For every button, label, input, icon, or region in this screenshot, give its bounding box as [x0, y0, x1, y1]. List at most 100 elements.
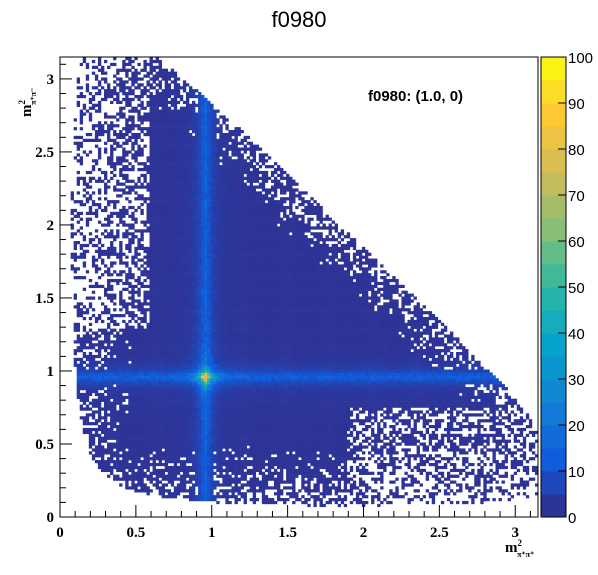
heatmap-cell [134, 392, 138, 397]
heatmap-cell [161, 422, 165, 426]
heatmap-cell [161, 235, 165, 239]
heatmap-cell [94, 208, 99, 213]
heatmap-cell [134, 477, 138, 481]
heatmap-cell [192, 167, 196, 172]
heatmap-cell [164, 442, 169, 446]
heatmap-cell [207, 103, 211, 107]
heatmap-cell [91, 372, 96, 376]
heatmap-cell [146, 62, 150, 67]
heatmap-cell [198, 416, 202, 420]
heatmap-cell [170, 197, 175, 201]
heatmap-cell [201, 357, 205, 362]
heatmap-cell [161, 162, 165, 166]
heatmap-cell [155, 226, 159, 230]
heatmap-cell [173, 270, 178, 274]
heatmap-cell [210, 425, 214, 429]
heatmap-cell [122, 188, 126, 192]
heatmap-cell [116, 384, 120, 388]
heatmap-cell [85, 217, 90, 221]
heatmap-cell [188, 460, 193, 464]
heatmap-cell [91, 401, 96, 405]
heatmap-cell [70, 235, 74, 239]
heatmap-cell [170, 156, 175, 160]
heatmap-cell [97, 340, 102, 344]
heatmap-cell [207, 457, 211, 461]
heatmap-cell [173, 293, 178, 297]
heatmap-cell [85, 62, 90, 67]
heatmap-cell [198, 252, 202, 256]
heatmap-cell [161, 477, 165, 481]
heatmap-cell [164, 407, 169, 411]
heatmap-cell [188, 147, 193, 151]
heatmap-cell [82, 188, 87, 192]
heatmap-cell [179, 445, 184, 449]
heatmap-cell [152, 372, 156, 376]
heatmap-cell [134, 445, 138, 449]
heatmap-cell [167, 314, 172, 318]
heatmap-cell [143, 389, 147, 394]
heatmap-cell [107, 384, 111, 388]
heatmap-cell [161, 439, 165, 443]
heatmap-cell [128, 150, 132, 154]
heatmap-cell [158, 273, 162, 277]
heatmap-cell [164, 103, 169, 107]
heatmap-cell [146, 217, 150, 221]
heatmap-cell [158, 124, 162, 128]
heatmap-cell [192, 296, 196, 300]
heatmap-cell [116, 387, 120, 391]
heatmap-cell [207, 389, 211, 394]
heatmap-cell [113, 398, 117, 402]
heatmap-cell [213, 267, 217, 271]
heatmap-cell [119, 115, 123, 119]
heatmap-cell [131, 290, 135, 294]
heatmap-cell [182, 287, 187, 291]
heatmap-cell [158, 439, 162, 443]
heatmap-cell [204, 387, 208, 391]
heatmap-cell [146, 477, 150, 481]
heatmap-cell [116, 200, 120, 204]
heatmap-cell [79, 135, 84, 140]
heatmap-cell [173, 474, 178, 478]
heatmap-cell [73, 270, 77, 274]
heatmap-cell [149, 118, 153, 122]
heatmap-cell [201, 498, 205, 502]
heatmap-cell [155, 486, 159, 490]
heatmap-cell [125, 416, 129, 420]
heatmap-cell [122, 448, 126, 452]
heatmap-cell [137, 252, 141, 256]
heatmap-cell [185, 273, 190, 277]
heatmap-cell [164, 83, 169, 87]
heatmap-cell [176, 77, 181, 81]
heatmap-cell [170, 141, 175, 145]
heatmap-cell [195, 413, 199, 417]
heatmap-cell [149, 255, 153, 259]
heatmap-cell [110, 468, 114, 473]
heatmap-cell [179, 299, 184, 303]
heatmap-cell [188, 349, 193, 353]
heatmap-cell [128, 454, 132, 458]
heatmap-cell [143, 223, 147, 227]
heatmap-cell [76, 77, 81, 81]
heatmap-cell [185, 144, 190, 148]
heatmap-cell [167, 293, 172, 297]
heatmap-cell [73, 351, 77, 356]
heatmap-cell [185, 235, 190, 239]
heatmap-cell [137, 471, 141, 475]
heatmap-cell [192, 369, 196, 373]
heatmap-cell [173, 100, 178, 105]
heatmap-cell [79, 375, 84, 379]
heatmap-cell [164, 448, 169, 452]
heatmap-cell [188, 153, 193, 157]
heatmap-cell [188, 182, 193, 186]
heatmap-cell [182, 211, 187, 216]
heatmap-cell [152, 314, 156, 318]
heatmap-cell [164, 422, 169, 426]
heatmap-cell [201, 278, 205, 283]
heatmap-cell [192, 401, 196, 405]
heatmap-cell [158, 97, 162, 102]
heatmap-cell [167, 83, 172, 87]
heatmap-cell [119, 410, 123, 414]
heatmap-cell [207, 179, 211, 183]
heatmap-cell [70, 217, 74, 221]
heatmap-cell [131, 381, 135, 385]
